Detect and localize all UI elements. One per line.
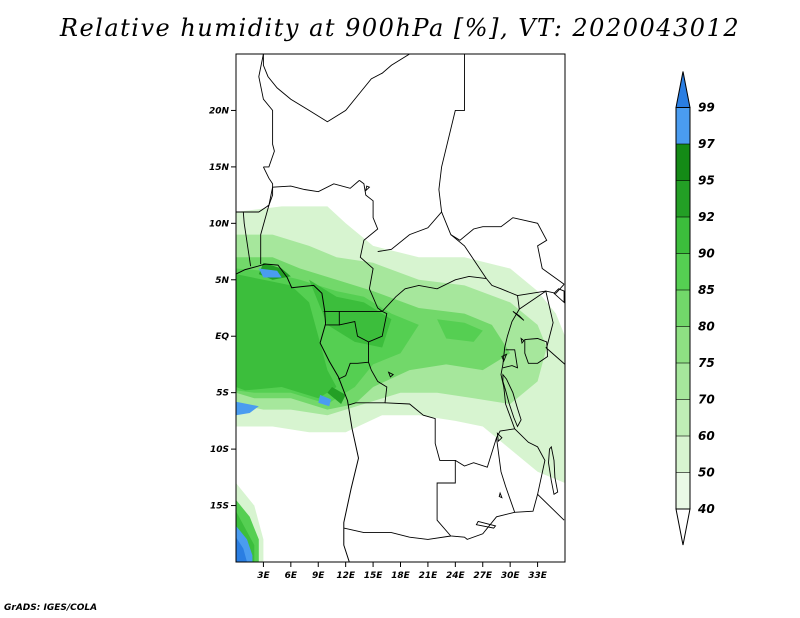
lat-tick-label: EQ	[215, 332, 229, 342]
lat-tick-label: 10N	[209, 219, 230, 229]
colorbar-level-label: 90	[698, 247, 715, 261]
lon-tick-label: 27E	[473, 571, 493, 581]
humidity-region	[437, 319, 483, 342]
colorbar-level-label: 92	[698, 210, 715, 224]
country-border	[455, 428, 515, 468]
country-border	[486, 278, 520, 429]
country-border	[258, 54, 275, 168]
colorbar-segment	[676, 144, 690, 181]
country-border	[450, 217, 565, 285]
lake-outline	[496, 432, 503, 443]
colorbar-segment	[676, 326, 690, 363]
grads-credit: GrADS: IGES/COLA	[4, 603, 98, 613]
lat-tick-label: 5S	[216, 389, 229, 399]
country-border	[514, 428, 565, 521]
coastline	[236, 263, 360, 562]
lake-outline	[501, 353, 508, 363]
colorbar-segment	[676, 436, 690, 473]
lake-outline	[553, 288, 565, 304]
lon-tick-label: 24E	[446, 571, 466, 581]
lake-outline	[520, 337, 525, 345]
colorbar-low-arrow	[675, 508, 691, 546]
longitude-axis: 3E 6E 9E 12E 15E 18E 21E 24E 27E 30E 33E	[257, 562, 548, 581]
colorbar-segment	[676, 290, 690, 327]
country-border	[545, 347, 565, 365]
lake-outline	[512, 311, 525, 321]
lat-tick-label: 5N	[215, 276, 229, 286]
country-border	[381, 275, 487, 312]
humidity-fields	[236, 206, 565, 562]
lake-outline	[502, 373, 522, 428]
lon-tick-label: 15E	[364, 571, 384, 581]
colorbar-level-label: 99	[698, 101, 715, 115]
lon-tick-label: 3E	[257, 571, 270, 581]
colorbar-level-label: 50	[698, 466, 715, 480]
colorbar-segment	[676, 217, 690, 254]
country-border	[359, 180, 383, 312]
colorbar-segment	[676, 399, 690, 436]
country-border	[496, 437, 539, 513]
colorbar-segment	[676, 180, 690, 217]
country-border	[243, 204, 270, 213]
chart-title: Relative humidity at 900hPa [%], VT: 202…	[59, 14, 741, 42]
lake-outline	[524, 338, 549, 364]
humidity-region	[258, 268, 282, 278]
lon-tick-label: 33E	[528, 571, 548, 581]
colorbar-level-label: 70	[698, 393, 715, 407]
country-border	[260, 205, 270, 264]
lon-tick-label: 30E	[501, 571, 521, 581]
country-border	[438, 54, 465, 213]
latitude-axis: 20N 15N 10N 5N EQ 5S 10S 15S	[209, 106, 236, 512]
country-border	[384, 402, 515, 540]
lake-outline	[475, 520, 497, 529]
colorbar-segment	[676, 107, 690, 144]
colorbar-level-label: 97	[698, 137, 715, 151]
geography	[236, 54, 565, 562]
lon-tick-label: 12E	[336, 571, 356, 581]
country-border	[517, 283, 565, 297]
country-border	[377, 211, 487, 279]
lat-tick-label: 15N	[209, 163, 230, 173]
colorbar-level-label: 80	[698, 320, 715, 334]
lon-tick-label: 9E	[312, 571, 325, 581]
colorbar-segment	[676, 472, 690, 509]
colorbar-level-label: 75	[698, 356, 715, 370]
colorbar-level-label: 85	[698, 283, 715, 297]
humidity-region	[236, 401, 259, 416]
lake-outline	[365, 185, 371, 192]
colorbar-level-label: 95	[698, 174, 715, 188]
lake-outline	[498, 491, 503, 499]
colorbar-level-label: 40	[697, 502, 715, 516]
country-border	[268, 180, 360, 206]
lake-outline	[548, 445, 559, 496]
country-border	[348, 362, 388, 406]
country-border	[343, 527, 451, 540]
country-border	[236, 211, 252, 267]
lake-outline	[387, 371, 395, 378]
lat-tick-label: 15S	[210, 502, 229, 512]
lat-tick-label: 10S	[210, 445, 229, 455]
country-border	[262, 54, 410, 123]
country-border	[502, 349, 519, 369]
colorbar-legend: 40 50 60 70 75 80 85 90 92 95 97 99	[675, 71, 715, 546]
colorbar-segment	[676, 253, 690, 290]
humidity-region	[236, 537, 247, 562]
country-border	[368, 310, 388, 343]
humidity-region	[236, 274, 337, 399]
colorbar-high-arrow	[675, 71, 691, 108]
colorbar-level-label: 60	[698, 429, 715, 443]
lon-tick-label: 18E	[391, 571, 411, 581]
lon-tick-label: 6E	[285, 571, 298, 581]
lon-tick-label: 21E	[419, 571, 439, 581]
colorbar-segment	[676, 363, 690, 400]
humidity-region	[318, 394, 331, 407]
lat-tick-label: 20N	[209, 106, 230, 116]
humidity-region	[309, 279, 392, 348]
humidity-region	[327, 387, 346, 404]
